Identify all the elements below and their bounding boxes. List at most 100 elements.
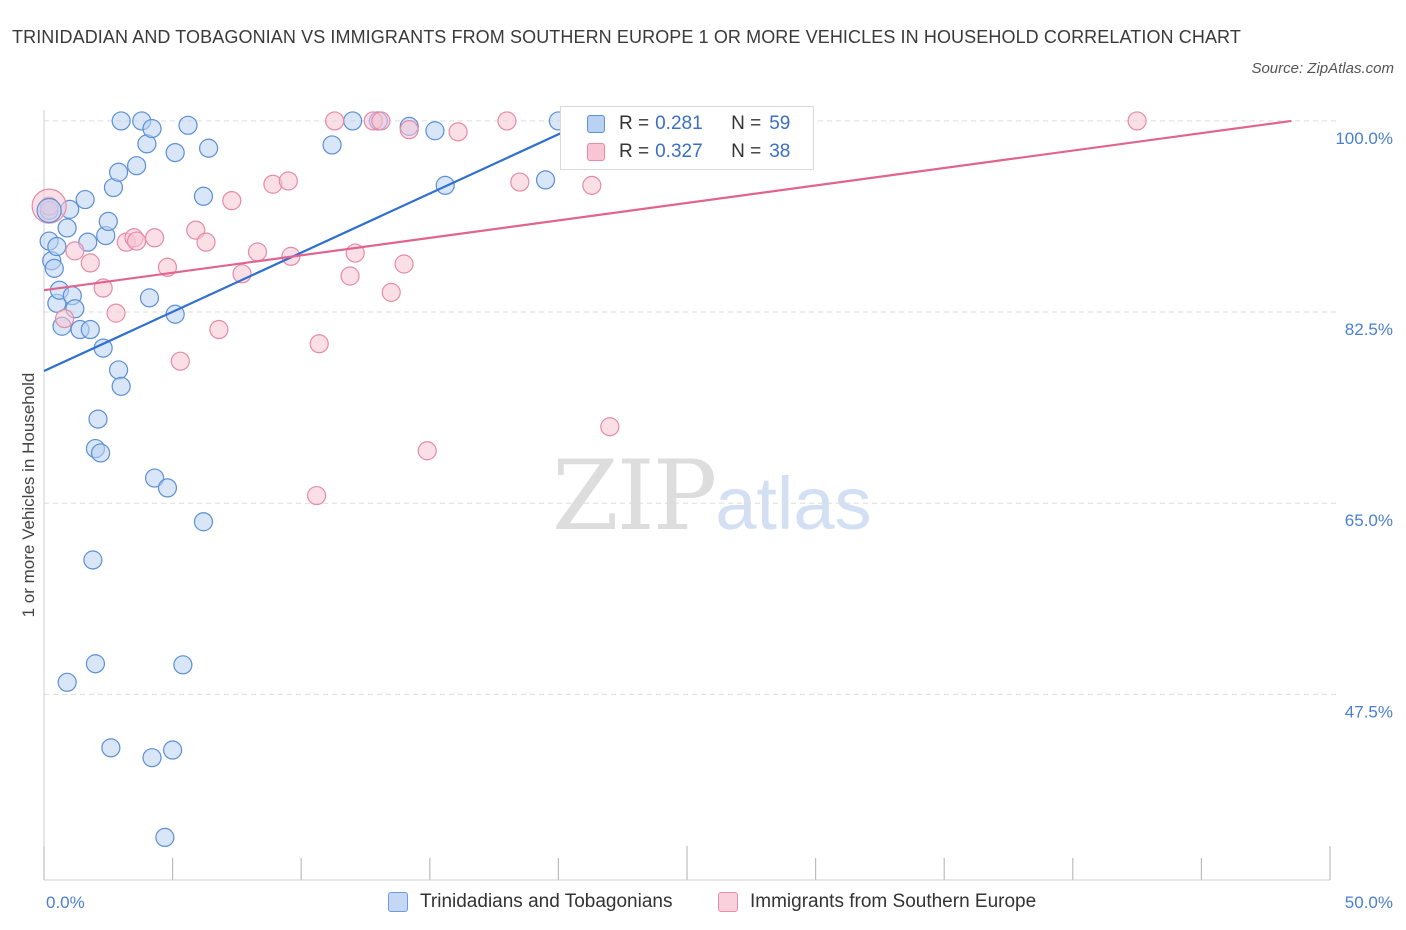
trinidadian-point: [44, 258, 64, 278]
trinidadian-point: [157, 478, 178, 498]
southern-europe-point: [340, 266, 360, 286]
trinidadian-point: [36, 197, 62, 224]
chart-title: TRINIDADIAN AND TOBAGONIAN VS IMMIGRANTS…: [12, 27, 1241, 47]
trinidadian-point: [83, 550, 103, 570]
southern-europe-point: [247, 242, 268, 262]
southern-europe-point: [144, 228, 165, 248]
trinidadian-point: [47, 236, 67, 257]
legend-swatch-blue: [587, 115, 605, 133]
trinidadian-point: [173, 655, 193, 675]
southern-europe-point: [1127, 111, 1147, 131]
trinidadian-trend-line: [43, 115, 598, 373]
series-legend-label-trinidadians: Trinidadians and Tobagonians: [420, 891, 673, 912]
southern-europe-point: [106, 303, 126, 323]
axes: [43, 110, 1331, 881]
legend-n-label: N =: [731, 141, 762, 162]
source-credit: Source: ZipAtlas.com: [1251, 60, 1394, 77]
correlation-legend: R = 0.281 N = 59 R = 0.327 N = 38: [560, 106, 814, 170]
southern-europe-trend-line: [43, 119, 1292, 292]
legend-row-southern-europe: R = 0.327 N = 38: [587, 139, 790, 165]
y-tick-label: 82.5%: [1345, 320, 1393, 339]
legend-n-label: N =: [731, 113, 762, 134]
trinidadian-point: [165, 142, 185, 163]
y-tick-label: 65.0%: [1345, 511, 1393, 530]
trinidadian-point: [80, 319, 100, 340]
series-legend-item-southern-europe[interactable]: Immigrants from Southern Europe: [718, 888, 1036, 916]
legend-n-value-trinidadians: 59: [769, 113, 791, 134]
trinidadian-point: [57, 672, 77, 692]
trinidadian-point: [57, 218, 77, 238]
trinidadian-point: [155, 827, 175, 848]
southern-europe-point: [54, 309, 75, 329]
trinidadian-point: [425, 121, 445, 141]
trinidadian-point: [535, 170, 556, 190]
southern-europe-point: [278, 171, 298, 191]
trend-lines: [43, 115, 1292, 373]
y-axis-label: 1 or more Vehicles in Household: [19, 373, 38, 618]
trinidadian-point: [193, 186, 214, 206]
tick-labels: 47.5% 65.0% 82.5% 100.0% 0.0% 50.0% 1 or more …: [19, 129, 1393, 912]
trinidadian-point: [101, 738, 121, 758]
y-tick-label: 47.5%: [1345, 702, 1393, 721]
trinidadian-point: [126, 156, 147, 176]
trinidadian-point: [178, 115, 198, 135]
trinidadian-point: [108, 360, 129, 380]
southern-europe-point: [222, 191, 242, 211]
southern-europe-point: [582, 175, 602, 195]
southern-europe-point: [394, 254, 414, 274]
trinidadian-point: [322, 135, 342, 155]
legend-n-value-southern-europe: 38: [769, 141, 791, 162]
series-legend: Trinidadians and Tobagonians Immigrants …: [0, 888, 1406, 918]
trinidadian-point: [111, 376, 131, 396]
southern-europe-point: [80, 253, 100, 273]
southern-europe-point: [417, 441, 437, 461]
southern-europe-point: [209, 319, 229, 340]
trinidadian-point: [199, 138, 219, 158]
trinidadian-point: [139, 288, 160, 308]
x-tick-label-min: 0.0%: [46, 893, 85, 912]
southern-europe-point: [263, 174, 283, 194]
southern-europe-point: [399, 120, 419, 140]
trinidadian-point: [85, 654, 106, 674]
trinidadian-point: [88, 409, 108, 429]
legend-r-label: R =: [619, 113, 650, 134]
southern-europe-point: [31, 188, 67, 224]
southern-europe-point: [325, 111, 345, 131]
trinidadian-point: [90, 443, 111, 463]
southern-europe-point: [497, 111, 517, 131]
legend-row-trinidadians: R = 0.281 N = 59: [587, 111, 790, 137]
data-points: [31, 111, 1147, 848]
trinidadian-point: [343, 111, 363, 131]
southern-europe-point: [65, 241, 85, 261]
southern-europe-point: [196, 232, 216, 252]
legend-r-value-trinidadians: 0.281: [655, 113, 703, 134]
trinidadian-point: [142, 748, 162, 768]
series-swatch-pink: [718, 892, 738, 912]
series-legend-item-trinidadians[interactable]: Trinidadians and Tobagonians: [388, 888, 672, 916]
x-tick-label-max: 50.0%: [1345, 893, 1393, 912]
trinidadian-point: [144, 468, 165, 488]
southern-europe-point: [170, 351, 190, 371]
southern-europe-point: [600, 417, 620, 437]
trinidadian-point: [142, 118, 162, 139]
southern-europe-point: [126, 231, 147, 251]
legend-r-value-southern-europe: 0.327: [655, 141, 703, 162]
legend-swatch-pink: [587, 143, 605, 161]
y-tick-label: 100.0%: [1335, 129, 1393, 148]
southern-europe-point: [371, 111, 391, 131]
series-legend-label-southern-europe: Immigrants from Southern Europe: [750, 891, 1037, 912]
trinidadian-point: [163, 740, 183, 760]
trinidadian-point: [108, 162, 129, 182]
trinidadian-point: [98, 211, 118, 232]
southern-europe-point: [381, 282, 401, 302]
trinidadian-point: [75, 189, 95, 210]
watermark-zip: ZIP: [552, 440, 717, 552]
series-swatch-blue: [388, 892, 408, 912]
trinidadian-point: [111, 111, 131, 131]
trinidadian-point: [193, 512, 214, 532]
southern-europe-point: [309, 334, 329, 354]
southern-europe-point: [307, 485, 327, 506]
southern-europe-point: [510, 172, 530, 192]
legend-r-label: R =: [619, 141, 650, 162]
